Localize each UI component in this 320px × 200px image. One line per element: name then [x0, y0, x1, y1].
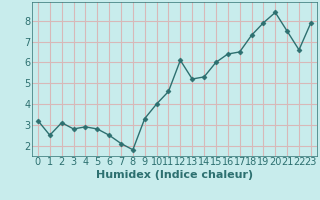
- X-axis label: Humidex (Indice chaleur): Humidex (Indice chaleur): [96, 170, 253, 180]
